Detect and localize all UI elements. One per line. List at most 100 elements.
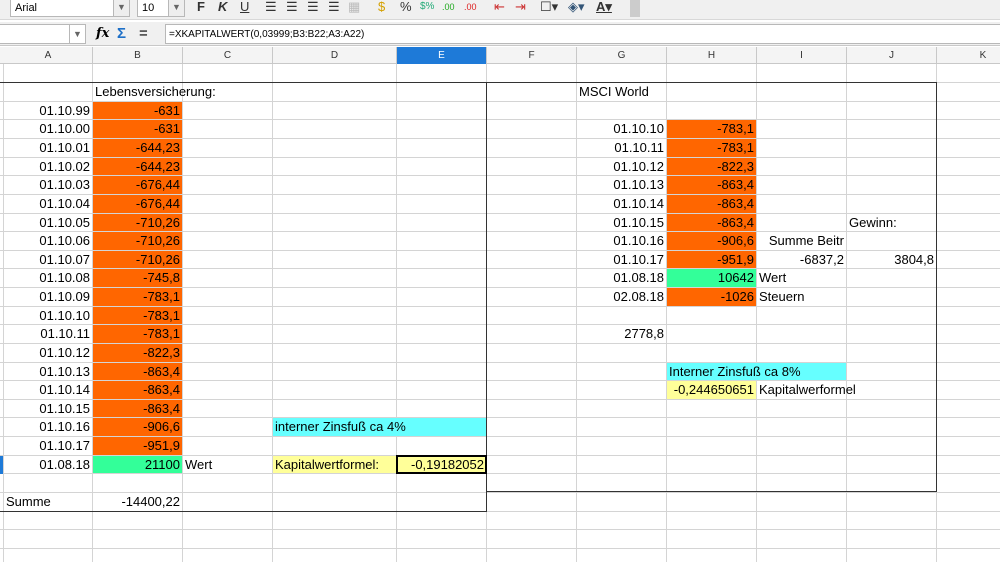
percent-format-icon[interactable]: % [400,0,412,14]
cell-b10[interactable]: -710,26 [93,232,182,250]
cell-g11[interactable]: 01.10.17 [613,251,664,267]
cell-a8[interactable]: 01.10.04 [39,195,90,211]
cell-b14[interactable]: -783,1 [93,306,182,325]
cell-g4[interactable]: 01.10.10 [613,121,664,137]
cell-d20[interactable]: interner Zinsfuß ca 4% [273,418,486,437]
cell-g8[interactable]: 01.10.14 [613,195,664,211]
align-right-icon[interactable]: ☰ [307,0,319,14]
cell-g12[interactable]: 01.08.18 [613,270,664,286]
cell-a24[interactable]: Summe [6,493,51,509]
equals-icon[interactable]: = [139,25,148,42]
cell-d22[interactable]: Kapitalwertformel: [273,455,396,474]
cell-h17[interactable]: Interner Zinsfuß ca 8% [667,362,846,381]
cell-b2[interactable]: Lebensversicherung: [95,84,216,100]
cell-h18[interactable]: -0,244650651 [667,381,756,399]
chevron-down-icon[interactable]: ▼ [69,25,85,43]
cell-h8[interactable]: -863,4 [667,194,756,213]
cell-b22[interactable]: 21100 [93,455,182,474]
cell-b8[interactable]: -676,44 [93,194,182,213]
number-format-icon[interactable]: $% [420,1,435,12]
cell-b11[interactable]: -710,26 [93,250,182,269]
name-box[interactable]: ▼ [0,24,86,44]
cell-j9[interactable]: Gewinn: [849,214,897,230]
cell-g13[interactable]: 02.08.18 [613,289,664,305]
cell-b9[interactable]: -710,26 [93,213,182,232]
cell-b13[interactable]: -783,1 [93,288,182,306]
cell-i10[interactable]: Summe Beitr [768,233,844,249]
cell-a5[interactable]: 01.10.01 [39,140,90,156]
cell-a4[interactable]: 01.10.00 [39,121,90,137]
cell-a12[interactable]: 01.10.08 [39,270,90,286]
cell-a22[interactable]: 01.08.18 [39,456,90,472]
underline-icon[interactable]: U [240,0,250,14]
cell-c22[interactable]: Wert [185,456,213,472]
column-header-i[interactable]: I [757,47,847,64]
cell-a21[interactable]: 01.10.17 [39,438,90,454]
cell-b16[interactable]: -822,3 [93,343,182,362]
cell-g15[interactable]: 2778,8 [624,326,664,342]
cell-g9[interactable]: 01.10.15 [613,214,664,230]
cell-b12[interactable]: -745,8 [93,269,182,288]
cell-h10[interactable]: -906,6 [667,232,756,250]
cell-a3[interactable]: 01.10.99 [39,102,90,118]
cell-b20[interactable]: -906,6 [93,418,182,437]
cell-a9[interactable]: 01.10.05 [39,214,90,230]
column-header-h[interactable]: H [667,47,757,64]
chevron-down-icon[interactable]: ▼ [113,0,129,16]
cell-g7[interactable]: 01.10.13 [613,177,664,193]
chevron-down-icon[interactable]: ▼ [168,0,184,16]
cell-a17[interactable]: 01.10.13 [39,363,90,379]
cell-b4[interactable]: -631 [93,120,182,138]
column-header-e[interactable]: E [397,47,487,64]
cell-b3[interactable]: -631 [93,101,182,120]
cell-b17[interactable]: -863,4 [93,362,182,381]
column-header-a[interactable]: A [4,47,93,64]
increase-indent-icon[interactable]: ⇤ [494,0,505,14]
merge-cells-icon[interactable]: ▦ [348,0,361,14]
cell-a15[interactable]: 01.10.11 [40,326,90,342]
cell-h9[interactable]: -863,4 [667,213,756,232]
column-header-f[interactable]: F [487,47,577,64]
cell-a16[interactable]: 01.10.12 [39,344,90,360]
delete-decimal-icon[interactable]: .00 [464,2,477,12]
cell-g10[interactable]: 01.10.16 [613,233,664,249]
cell-b19[interactable]: -863,4 [93,399,182,418]
row-header-22-selected[interactable] [0,455,3,475]
align-left-icon[interactable]: ☰ [265,0,277,14]
cell-b21[interactable]: -951,9 [93,437,182,455]
column-header-c[interactable]: C [183,47,273,64]
sum-icon[interactable]: Σ [117,25,127,42]
cell-a11[interactable]: 01.10.07 [39,251,90,267]
column-header-b[interactable]: B [93,47,183,64]
cell-a14[interactable]: 01.10.10 [39,307,90,323]
add-decimal-icon[interactable]: .00 [442,2,455,12]
column-header-k[interactable]: K [937,47,1000,64]
cell-a19[interactable]: 01.10.15 [39,400,90,416]
cell-j11[interactable]: 3804,8 [894,251,934,267]
borders-icon[interactable]: ☐▾ [540,0,559,14]
align-center-icon[interactable]: ☰ [286,0,298,14]
function-wizard-icon[interactable]: fx [96,26,110,41]
cell-b18[interactable]: -863,4 [93,381,182,399]
cell-g6[interactable]: 01.10.12 [613,158,664,174]
formula-input[interactable]: =XKAPITALWERT(0,03999;B3:B22;A3:A22) [165,24,1000,44]
cell-h5[interactable]: -783,1 [667,139,756,157]
cell-i12[interactable]: Wert [759,270,787,286]
cell-b5[interactable]: -644,23 [93,139,182,157]
cell-a7[interactable]: 01.10.03 [39,177,90,193]
spreadsheet-grid[interactable]: Lebensversicherung: 01.10.99 -631 01.10.00-… [0,64,1000,562]
justify-icon[interactable]: ☰ [328,0,340,14]
cell-h6[interactable]: -822,3 [667,157,756,176]
cell-a13[interactable]: 01.10.09 [39,289,90,305]
currency-format-icon[interactable]: $ [378,0,386,14]
cell-i11[interactable]: -6837,2 [799,251,844,267]
toolbar-overflow-icon[interactable] [630,0,640,17]
decrease-indent-icon[interactable]: ⇥ [515,0,526,14]
cell-g2[interactable]: MSCI World [579,84,649,100]
cell-h13[interactable]: -1026 [667,288,756,306]
cell-a6[interactable]: 01.10.02 [39,158,90,174]
font-color-icon[interactable]: A▾ [596,0,612,14]
cell-h4[interactable]: -783,1 [667,120,756,138]
column-header-d[interactable]: D [273,47,397,64]
font-name-select[interactable]: Arial ▼ [10,0,130,17]
